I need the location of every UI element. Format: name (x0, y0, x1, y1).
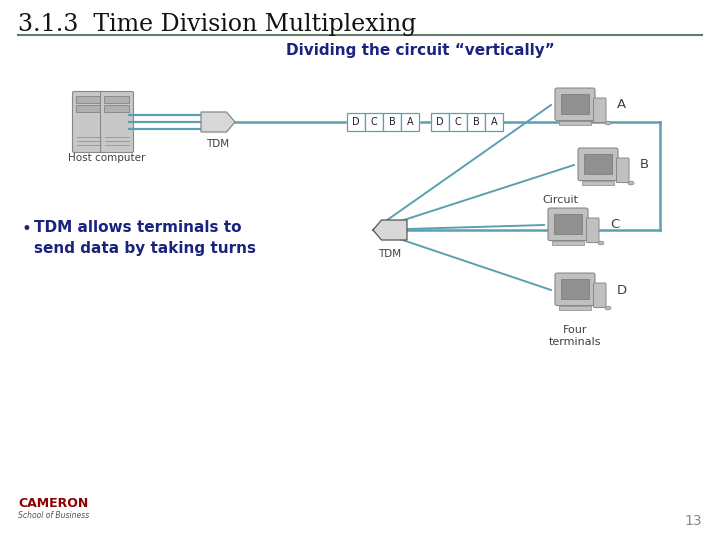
Text: 13: 13 (685, 514, 702, 528)
Bar (559, 306, 591, 309)
Text: Four
terminals: Four terminals (549, 325, 601, 347)
Bar (365, 113, 383, 131)
Text: A: A (617, 98, 626, 111)
FancyBboxPatch shape (104, 97, 130, 104)
Text: TDM allows terminals to
send data by taking turns: TDM allows terminals to send data by tak… (34, 220, 256, 256)
Text: •: • (22, 220, 32, 238)
FancyBboxPatch shape (76, 97, 102, 104)
Ellipse shape (598, 241, 604, 245)
FancyBboxPatch shape (593, 283, 606, 308)
Ellipse shape (628, 181, 634, 185)
Text: Host computer: Host computer (68, 153, 145, 163)
Text: B: B (389, 117, 395, 127)
Ellipse shape (605, 121, 611, 125)
Bar (431, 113, 449, 131)
FancyBboxPatch shape (548, 208, 588, 240)
Text: School of Business: School of Business (18, 511, 89, 520)
FancyBboxPatch shape (578, 148, 618, 180)
Text: D: D (352, 117, 360, 127)
FancyBboxPatch shape (76, 105, 102, 112)
Bar (485, 113, 503, 131)
Bar (449, 113, 467, 131)
Text: C: C (371, 117, 377, 127)
Text: A: A (491, 117, 498, 127)
FancyBboxPatch shape (101, 91, 133, 152)
Text: CAMERON: CAMERON (18, 497, 89, 510)
FancyBboxPatch shape (616, 158, 629, 183)
Bar (467, 113, 485, 131)
FancyBboxPatch shape (73, 91, 106, 152)
Bar (561, 279, 589, 299)
FancyBboxPatch shape (104, 105, 130, 112)
Text: D: D (617, 284, 627, 296)
Bar (554, 214, 582, 234)
Bar (383, 113, 401, 131)
Text: C: C (610, 219, 619, 232)
Bar (582, 181, 614, 185)
Bar (561, 94, 589, 114)
Text: B: B (640, 159, 649, 172)
Text: Dividing the circuit “vertically”: Dividing the circuit “vertically” (286, 43, 554, 58)
Bar (552, 241, 584, 245)
Text: TDM: TDM (207, 139, 230, 149)
Ellipse shape (605, 306, 611, 310)
Polygon shape (373, 220, 407, 240)
Text: 3.1.3  Time Division Multiplexing: 3.1.3 Time Division Multiplexing (18, 13, 416, 36)
Text: C: C (454, 117, 462, 127)
Text: A: A (407, 117, 413, 127)
FancyBboxPatch shape (555, 88, 595, 120)
Bar (584, 154, 612, 174)
Bar (347, 113, 365, 131)
Polygon shape (201, 112, 235, 132)
Text: Circuit: Circuit (542, 195, 578, 205)
FancyBboxPatch shape (555, 273, 595, 306)
FancyBboxPatch shape (587, 218, 599, 242)
Text: D: D (436, 117, 444, 127)
Bar (401, 113, 419, 131)
Bar (559, 121, 591, 125)
Text: B: B (472, 117, 480, 127)
FancyBboxPatch shape (593, 98, 606, 123)
Text: TDM: TDM (379, 249, 402, 259)
